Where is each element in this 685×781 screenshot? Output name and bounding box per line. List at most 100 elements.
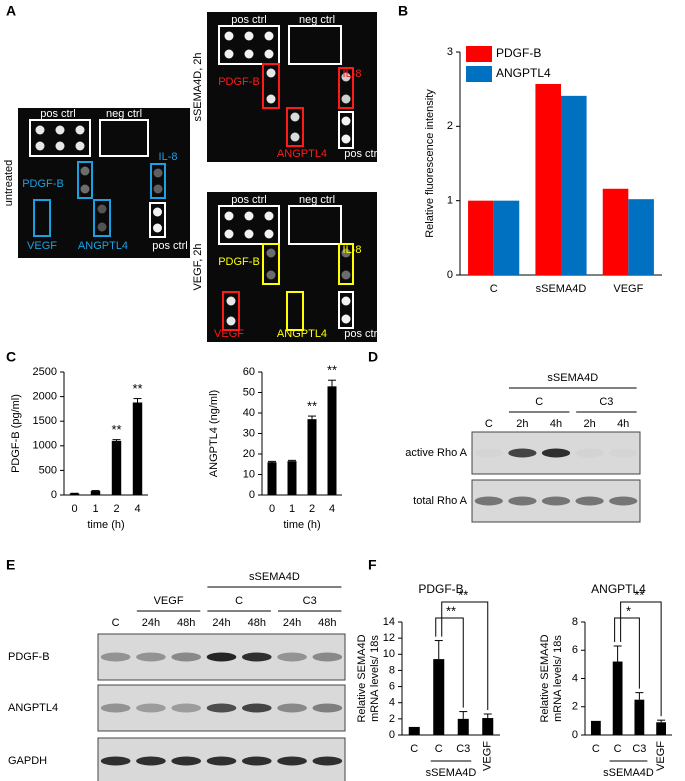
array-membrane <box>18 108 190 258</box>
blot-band <box>312 652 343 662</box>
blot-band <box>100 703 131 713</box>
y-axis-label: PDGF-B (pg/ml) <box>10 394 22 473</box>
lane-label: C <box>485 418 493 430</box>
bar <box>327 386 337 495</box>
y-tick-label: 20 <box>243 448 255 460</box>
blot-band <box>100 652 131 662</box>
array-spot <box>266 270 276 280</box>
array-spot <box>153 184 163 194</box>
y-tick-label: 0 <box>249 489 255 501</box>
blot-band <box>171 703 202 713</box>
y-tick-label: 4 <box>389 697 395 709</box>
array-box <box>218 25 280 65</box>
y-tick-label: 1000 <box>33 440 57 452</box>
array-spot <box>55 125 65 135</box>
bar <box>287 461 297 495</box>
array-box <box>99 119 149 157</box>
group-label: C <box>235 595 243 607</box>
array-box <box>149 202 166 238</box>
array-label: PDGF-B <box>22 178 64 190</box>
array-spot <box>97 222 107 232</box>
array-spot <box>244 211 254 221</box>
y-tick-label: 2 <box>572 701 578 713</box>
bar <box>482 718 494 735</box>
significance: ** <box>634 587 644 602</box>
significance: ** <box>111 422 121 437</box>
array-box <box>77 161 93 199</box>
y-tick-label: 4 <box>572 672 578 684</box>
array-condition: VEGF, 2h <box>192 243 204 290</box>
significance: ** <box>132 381 142 396</box>
significance: ** <box>458 587 468 602</box>
array-label: pos ctrl <box>231 194 266 206</box>
bar <box>612 661 623 735</box>
array-box <box>93 199 111 237</box>
y-tick-label: 1500 <box>33 415 57 427</box>
blot-band <box>312 756 343 766</box>
array-label: IL-8 <box>343 244 362 256</box>
blot-band <box>508 448 537 458</box>
y-tick-label: 3 <box>447 46 453 58</box>
panel-label: A <box>6 3 16 19</box>
bar <box>561 95 587 276</box>
array-spot <box>226 316 236 326</box>
array-condition: untreated <box>3 160 15 206</box>
array-spot <box>224 31 234 41</box>
bar <box>69 493 80 495</box>
array-box <box>29 119 91 157</box>
array-label: neg ctrl <box>299 14 335 26</box>
array-spot <box>341 134 351 144</box>
array-box <box>222 291 240 331</box>
array-spot <box>153 223 162 233</box>
array-label: VEGF <box>214 328 244 340</box>
array-label: pos ctrl <box>231 14 266 26</box>
array-spot <box>266 248 276 258</box>
array-box <box>218 205 280 245</box>
row-label: ANGPTL4 <box>8 702 58 714</box>
array-spot <box>341 72 351 82</box>
lane-label: 48h <box>318 617 336 629</box>
array-spot <box>224 211 234 221</box>
array-spot <box>80 166 90 176</box>
significance: ** <box>327 363 337 378</box>
lane-label: 48h <box>248 617 266 629</box>
x-tick-label: 4 <box>329 503 335 515</box>
array-spot <box>341 94 351 104</box>
significance: ** <box>446 603 456 618</box>
blot-band <box>171 756 202 766</box>
array-label: ANGPTL4 <box>277 148 327 160</box>
x-tick-label: 1 <box>289 503 295 515</box>
y-tick-label: 60 <box>243 366 255 378</box>
bar <box>433 659 445 735</box>
blot-band <box>575 496 604 506</box>
y-axis-label: mRNA levels/ 18s <box>552 635 564 722</box>
array-box <box>286 291 304 331</box>
panel-label: B <box>398 3 408 19</box>
array-label: pos ctrl <box>344 328 379 340</box>
legend-swatch <box>466 46 492 62</box>
array-box <box>288 25 342 65</box>
y-tick-label: 40 <box>243 407 255 419</box>
lane-label: 2h <box>516 418 528 430</box>
x-tick-label: 0 <box>269 503 275 515</box>
array-spot <box>153 168 163 178</box>
x-axis-label: time (h) <box>87 519 124 531</box>
chart-title: ANGPTL4 <box>591 582 646 596</box>
group-label: sSEMA4D <box>426 767 477 779</box>
significance: ** <box>307 399 317 414</box>
lane-label: 48h <box>177 617 195 629</box>
x-tick-label: 4 <box>134 503 140 515</box>
legend-swatch <box>466 66 492 82</box>
bar <box>132 402 143 495</box>
array-label: pos ctrl <box>152 240 187 252</box>
blot-band <box>474 496 503 506</box>
array-spot <box>290 132 300 142</box>
bar <box>457 718 469 735</box>
x-tick-label: C <box>614 743 622 755</box>
array-label: VEGF <box>27 240 57 252</box>
blot-band <box>206 756 237 766</box>
bar <box>307 419 317 495</box>
panel-label: E <box>6 557 15 573</box>
panel-label: F <box>368 557 377 573</box>
array-box <box>338 243 354 285</box>
